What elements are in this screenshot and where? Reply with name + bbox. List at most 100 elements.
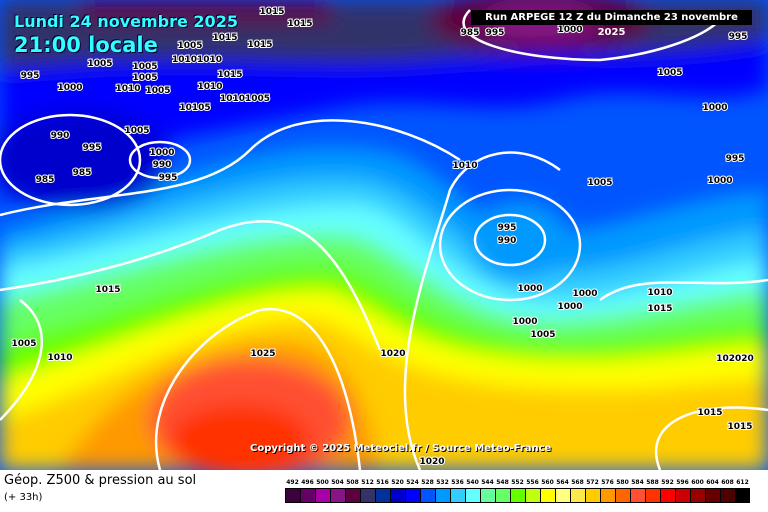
legend-label: 600: [691, 479, 704, 486]
run-info: Run ARPEGE 12 Z du Dimanche 23 novembre …: [471, 10, 752, 38]
isobar-label: 1010: [197, 82, 222, 92]
isobar-label: 1020: [419, 457, 444, 467]
legend-swatch: [510, 488, 525, 503]
legend-swatch: [315, 488, 330, 503]
isobar-label: 1000: [512, 317, 537, 327]
legend-item: 600: [690, 479, 705, 503]
isobar-label: 1005: [530, 330, 555, 340]
legend-item: 612: [735, 479, 750, 503]
legend-label: 604: [706, 479, 719, 486]
legend-item: 504: [330, 479, 345, 503]
isobar-label: 1010: [115, 84, 140, 94]
footer: Géop. Z500 & pression au sol (+ 33h) 492…: [0, 470, 768, 512]
legend-item: 548: [495, 479, 510, 503]
isobar-label: 1015: [697, 408, 722, 418]
legend-label: 512: [361, 479, 374, 486]
legend-swatch: [480, 488, 495, 503]
legend-swatch: [675, 488, 690, 503]
isobar-label: 1015: [95, 285, 120, 295]
forecast-date: Lundi 24 novembre 2025: [14, 12, 238, 31]
legend-label: 584: [631, 479, 644, 486]
legend-item: 584: [630, 479, 645, 503]
isobar-label: 1005: [177, 41, 202, 51]
isobar-label: 1010: [47, 353, 72, 363]
isobar-label: 1015: [212, 33, 237, 43]
legend-item: 524: [405, 479, 420, 503]
isobar-label: 1000: [557, 302, 582, 312]
isobar-label: 995: [21, 71, 40, 81]
legend-swatch: [360, 488, 375, 503]
legend-item: 576: [600, 479, 615, 503]
isobar-label: 995: [498, 223, 517, 233]
isobar-label: 1015: [647, 304, 672, 314]
isobar-label: 995: [729, 32, 748, 42]
legend-label: 576: [601, 479, 614, 486]
legend-label: 592: [661, 479, 674, 486]
legend-item: 556: [525, 479, 540, 503]
legend-label: 520: [391, 479, 404, 486]
legend-label: 500: [316, 479, 329, 486]
legend-swatch: [585, 488, 600, 503]
isobar-label: 1005: [657, 68, 682, 78]
isobar-label: 1000: [702, 103, 727, 113]
isobar-label: 1005: [11, 339, 36, 349]
legend-item: 516: [375, 479, 390, 503]
isobar-label: 1010: [647, 288, 672, 298]
legend-item: 544: [480, 479, 495, 503]
legend-item: 564: [555, 479, 570, 503]
isobar-label: 1005: [87, 59, 112, 69]
weather-map: 1015 1015 1005 1005 1015 1015 995 1000 1005 1005 1…: [0, 0, 768, 470]
isobar-label: 1000: [57, 83, 82, 93]
legend-swatch: [645, 488, 660, 503]
legend-label: 580: [616, 479, 629, 486]
isobar-label: 995: [159, 173, 178, 183]
isobar-label: 1010: [452, 161, 477, 171]
isobar-label: 1005: [145, 86, 170, 96]
legend-label: 572: [586, 479, 599, 486]
map-subtitle: (+ 33h): [4, 492, 43, 503]
legend-swatch: [555, 488, 570, 503]
legend-item: 572: [585, 479, 600, 503]
legend-swatch: [495, 488, 510, 503]
legend-label: 516: [376, 479, 389, 486]
forecast-time: 21:00 locale: [14, 33, 158, 57]
legend-swatch: [600, 488, 615, 503]
isobar-label: 1020: [380, 349, 405, 359]
legend-item: 536: [450, 479, 465, 503]
legend-label: 492: [286, 479, 299, 486]
legend-swatch: [570, 488, 585, 503]
legend-swatch: [345, 488, 360, 503]
legend-swatch: [465, 488, 480, 503]
legend-item: 508: [345, 479, 360, 503]
legend-swatch: [300, 488, 315, 503]
legend-item: 552: [510, 479, 525, 503]
legend-swatch: [390, 488, 405, 503]
isobar-label: 1005: [132, 62, 157, 72]
isobar-label: 1015: [727, 422, 752, 432]
legend-swatch: [630, 488, 645, 503]
isobar-label: 10101010: [172, 55, 222, 65]
isobar-label: 995: [83, 143, 102, 153]
legend-label: 556: [526, 479, 539, 486]
legend-swatch: [435, 488, 450, 503]
legend-item: 496: [300, 479, 315, 503]
legend-label: 536: [451, 479, 464, 486]
isobar-label: 1000: [557, 25, 582, 35]
legend-label: 504: [331, 479, 344, 486]
legend-item: 500: [315, 479, 330, 503]
legend-swatch: [285, 488, 300, 503]
isobar-label: 1015: [217, 70, 242, 80]
legend-swatch: [375, 488, 390, 503]
isobar-label: 985: [461, 28, 480, 38]
legend-item: 604: [705, 479, 720, 503]
isobar-label: 1005: [587, 178, 612, 188]
isobar-label: 10105: [179, 103, 210, 113]
copyright: Copyright © 2025 Meteociel.fr / Source M…: [250, 443, 552, 454]
isobar-label: 1000: [149, 148, 174, 158]
color-legend: 492 496 500 504 508 512 516 520 524 528 532 536 540 5…: [285, 479, 750, 503]
legend-swatch: [330, 488, 345, 503]
legend-item: 540: [465, 479, 480, 503]
legend-swatch: [735, 488, 750, 503]
legend-label: 524: [406, 479, 419, 486]
isobar-label: 985: [36, 175, 55, 185]
